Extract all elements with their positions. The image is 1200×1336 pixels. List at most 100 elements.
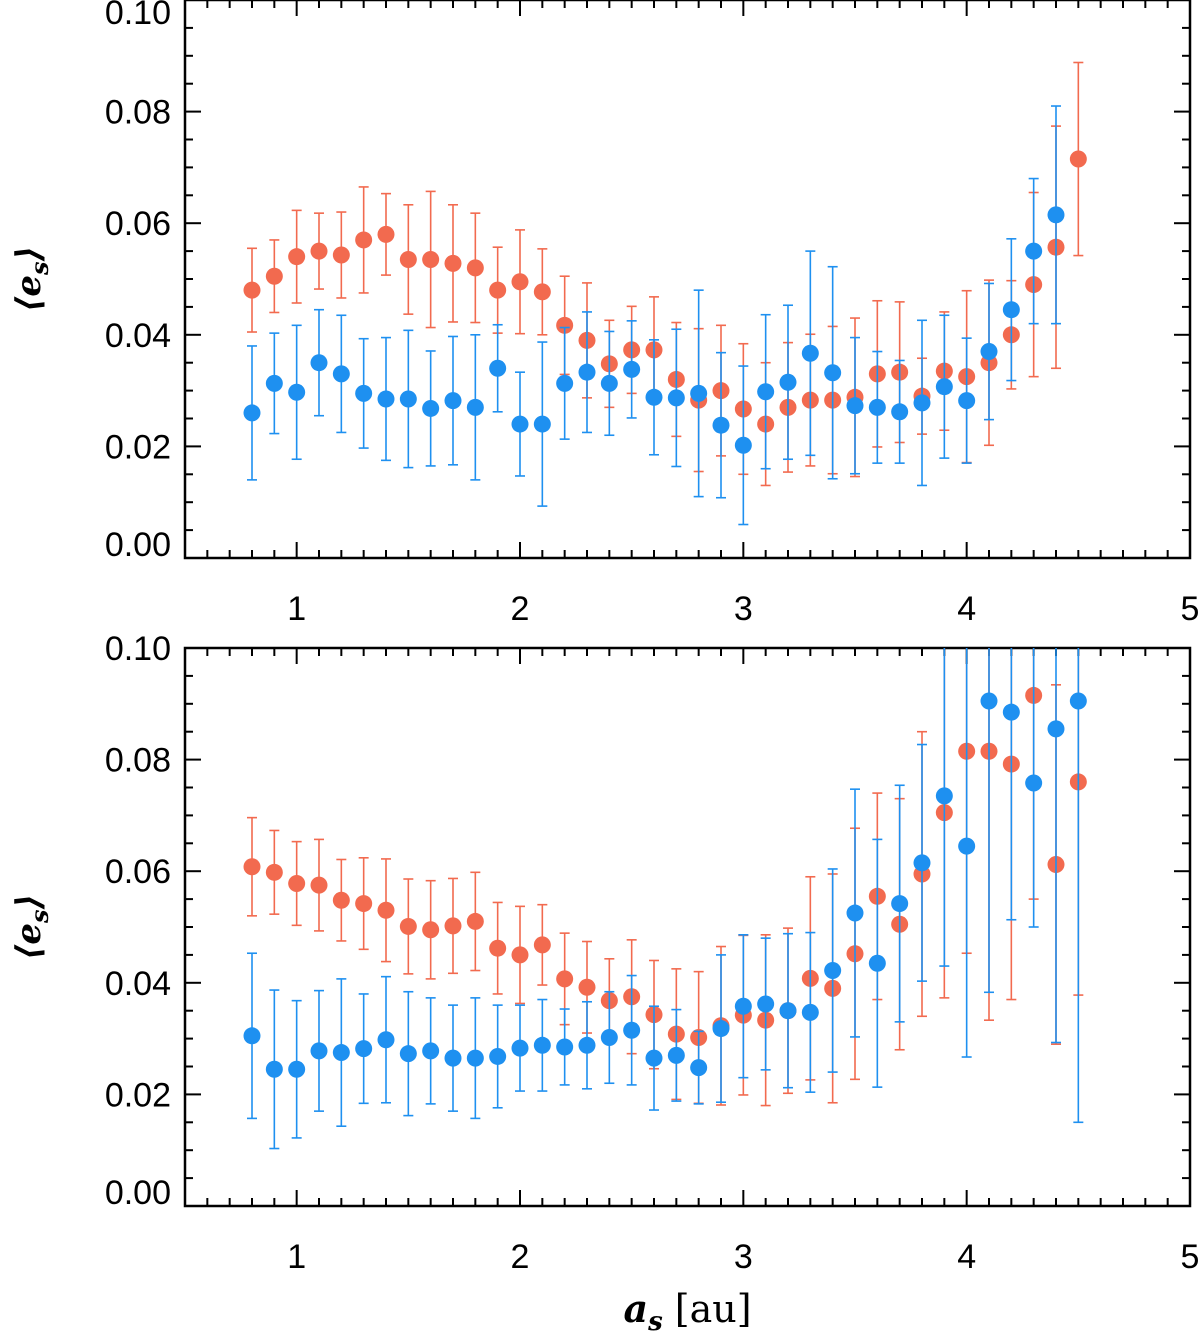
- data-point: [377, 901, 395, 919]
- x-tick-label: 5: [1181, 590, 1200, 628]
- data-point: [757, 995, 775, 1013]
- data-point: [667, 1046, 685, 1064]
- y-tick-label: 0.00: [105, 1174, 171, 1212]
- data-point: [556, 316, 574, 334]
- data-point: [712, 416, 730, 434]
- data-point: [489, 939, 507, 957]
- data-point: [466, 398, 484, 416]
- data-point: [422, 921, 440, 939]
- data-point: [265, 863, 283, 881]
- data-point: [377, 225, 395, 243]
- x-tick-label: 3: [734, 1238, 753, 1276]
- data-point: [868, 954, 886, 972]
- y-tick-label: 0.02: [105, 428, 171, 466]
- data-point: [288, 1060, 306, 1078]
- data-point: [600, 374, 618, 392]
- data-point: [422, 1042, 440, 1060]
- x-tick-label: 4: [957, 590, 976, 628]
- data-point: [355, 1040, 373, 1058]
- data-point: [690, 384, 708, 402]
- y-axis-label: ⟨es⟩: [9, 246, 54, 312]
- data-point: [355, 384, 373, 402]
- data-point: [556, 1038, 574, 1056]
- data-point: [623, 1021, 641, 1039]
- y-axis-label: ⟨es⟩: [9, 894, 54, 960]
- data-point: [466, 912, 484, 930]
- data-point: [332, 891, 350, 909]
- data-point: [846, 397, 864, 415]
- y-tick-label: 0.08: [105, 742, 171, 780]
- plot-area: [243, 648, 1087, 1150]
- data-point: [399, 250, 417, 268]
- data-point: [243, 858, 261, 876]
- data-point: [1047, 206, 1065, 224]
- data-point: [846, 904, 864, 922]
- data-point: [511, 415, 529, 433]
- data-point: [824, 962, 842, 980]
- data-point: [533, 415, 551, 433]
- data-point: [243, 1027, 261, 1045]
- data-point: [489, 281, 507, 299]
- y-tick-label: 0.10: [105, 0, 171, 32]
- data-point: [891, 895, 909, 913]
- y-tick-label: 0.06: [105, 853, 171, 891]
- data-point: [399, 917, 417, 935]
- data-point: [980, 692, 998, 710]
- y-tick-label: 0.04: [105, 965, 171, 1003]
- data-point: [980, 343, 998, 361]
- data-point: [712, 1020, 730, 1038]
- data-point: [578, 1036, 596, 1054]
- data-point: [355, 231, 373, 249]
- y-tick-label: 0.06: [105, 205, 171, 243]
- data-point: [757, 383, 775, 401]
- data-point: [623, 360, 641, 378]
- bottom-panel: 0.00 0.02 0.04 0.06 0.08 0.10 1 2 3 4 5 ⟨es⟩ as [au]: [9, 630, 1200, 1336]
- data-point: [913, 854, 931, 872]
- data-point: [690, 1059, 708, 1077]
- data-point: [801, 1003, 819, 1021]
- y-tick-label: 0.04: [105, 317, 171, 355]
- data-point: [1002, 301, 1020, 319]
- x-tick-label: 1: [287, 1238, 306, 1276]
- x-axis-label: as [au]: [623, 1286, 751, 1336]
- data-point: [444, 1049, 462, 1067]
- data-point: [578, 363, 596, 381]
- data-point: [734, 997, 752, 1015]
- data-point: [935, 378, 953, 396]
- data-point: [422, 250, 440, 268]
- data-point: [399, 390, 417, 408]
- data-point: [310, 1042, 328, 1060]
- data-point: [511, 946, 529, 964]
- data-point: [422, 399, 440, 417]
- data-point: [466, 259, 484, 277]
- data-point: [288, 874, 306, 892]
- data-point: [600, 1028, 618, 1046]
- data-point: [578, 978, 596, 996]
- data-point: [310, 876, 328, 894]
- y-tick-label: 0.02: [105, 1076, 171, 1114]
- series-blue: [243, 648, 1087, 1150]
- data-point: [1025, 774, 1043, 792]
- data-point: [1069, 150, 1087, 168]
- data-point: [958, 392, 976, 410]
- data-point: [377, 390, 395, 408]
- data-point: [1025, 242, 1043, 260]
- data-point: [1069, 692, 1087, 710]
- data-point: [801, 344, 819, 362]
- x-tick-label: 5: [1181, 1238, 1200, 1276]
- data-point: [533, 283, 551, 301]
- x-tick-label: 4: [957, 1238, 976, 1276]
- plot-frame: [183, 646, 1192, 1208]
- data-point: [399, 1045, 417, 1063]
- y-tick-label: 0.10: [105, 630, 171, 668]
- data-point: [265, 267, 283, 285]
- data-point: [935, 787, 953, 805]
- data-point: [1047, 720, 1065, 738]
- data-point: [310, 242, 328, 260]
- data-point: [265, 374, 283, 392]
- x-tick-label: 2: [511, 590, 530, 628]
- data-point: [779, 373, 797, 391]
- y-tick-label: 0.00: [105, 526, 171, 564]
- x-tick-label: 1: [287, 590, 306, 628]
- x-tick-label: 2: [511, 1238, 530, 1276]
